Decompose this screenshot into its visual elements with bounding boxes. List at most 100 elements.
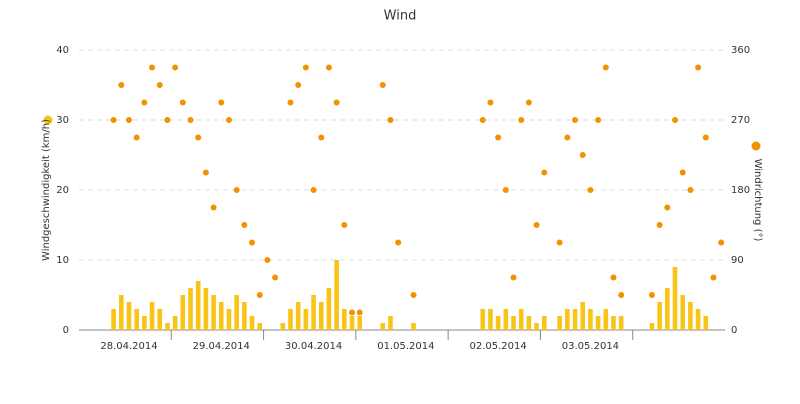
y2-axis-title: Windrichtung (°) <box>752 159 763 242</box>
bar <box>188 288 193 330</box>
point <box>164 117 171 123</box>
bar <box>595 316 601 330</box>
bar <box>618 316 624 330</box>
bar <box>703 316 709 330</box>
point <box>718 239 725 246</box>
point <box>587 187 594 193</box>
point <box>710 274 717 281</box>
point <box>533 222 540 228</box>
point <box>602 64 609 71</box>
point <box>702 134 709 141</box>
point <box>110 117 117 123</box>
point <box>487 99 494 106</box>
bar <box>334 260 339 330</box>
point <box>395 239 402 246</box>
y-tick-label: 30 <box>56 115 69 126</box>
bar <box>380 323 386 330</box>
bar <box>257 323 263 330</box>
y2-tick-label: 0 <box>731 325 737 336</box>
bar <box>126 302 132 330</box>
bar <box>672 267 678 330</box>
point <box>656 222 663 228</box>
point <box>287 99 294 106</box>
y-tick-label: 0 <box>63 325 69 336</box>
y2-tick-label: 360 <box>731 45 750 56</box>
bar <box>111 309 116 330</box>
bar <box>488 309 493 330</box>
point <box>249 239 256 246</box>
y2-tick-label: 270 <box>731 115 750 126</box>
point <box>272 274 279 281</box>
point <box>495 134 502 141</box>
bar <box>411 323 416 330</box>
x-tick-label: 29.04.2014 <box>193 341 250 352</box>
bar <box>526 316 532 330</box>
point <box>133 134 140 141</box>
bar <box>134 309 139 330</box>
point <box>479 117 486 123</box>
point <box>349 309 356 316</box>
point <box>210 204 217 211</box>
bar <box>165 323 170 330</box>
chart-title: Wind <box>384 9 417 24</box>
y-tick-label: 40 <box>56 45 69 56</box>
bar <box>295 302 301 330</box>
bar <box>288 309 293 330</box>
x-tick-label: 02.05.2014 <box>469 341 526 352</box>
bar <box>695 309 701 330</box>
y-axis-title: Windgeschwindigkeit (km/h) <box>41 119 52 261</box>
bar <box>180 295 186 330</box>
point <box>387 117 394 123</box>
point <box>672 117 679 123</box>
bar <box>349 316 355 330</box>
bar <box>157 309 163 330</box>
point <box>325 64 332 71</box>
point <box>595 117 602 123</box>
bar <box>649 323 655 330</box>
bar <box>611 316 616 330</box>
bar <box>688 302 693 330</box>
bar <box>218 302 224 330</box>
bar <box>149 302 155 330</box>
point <box>179 99 186 106</box>
bar <box>234 295 239 330</box>
point <box>410 292 417 298</box>
bar <box>326 288 332 330</box>
bar <box>388 316 393 330</box>
bar <box>195 281 201 330</box>
legend-marker <box>751 141 761 151</box>
y2-tick-label: 90 <box>731 255 744 266</box>
bar <box>572 309 578 330</box>
x-tick-label: 30.04.2014 <box>285 341 342 352</box>
x-tick-label: 03.05.2014 <box>562 341 619 352</box>
bar <box>534 323 539 330</box>
point <box>379 82 386 88</box>
bar <box>495 316 501 330</box>
bar <box>480 309 486 330</box>
point <box>648 292 655 298</box>
point <box>256 292 263 298</box>
point <box>687 187 694 193</box>
point <box>341 222 348 228</box>
point <box>572 117 579 123</box>
point <box>302 64 309 71</box>
point <box>318 134 325 141</box>
point <box>187 117 194 123</box>
point <box>679 169 686 176</box>
point <box>579 152 586 158</box>
y2-tick-label: 180 <box>731 185 750 196</box>
bar <box>203 288 209 330</box>
bar <box>511 316 516 330</box>
point <box>202 169 209 176</box>
point <box>518 117 525 123</box>
bar <box>603 309 609 330</box>
point <box>156 82 163 88</box>
point <box>356 309 363 316</box>
point <box>264 257 271 263</box>
y-tick-label: 10 <box>56 255 69 266</box>
bar <box>518 309 524 330</box>
point <box>218 99 225 106</box>
x-tick-label: 01.05.2014 <box>377 341 434 352</box>
point <box>225 117 232 123</box>
